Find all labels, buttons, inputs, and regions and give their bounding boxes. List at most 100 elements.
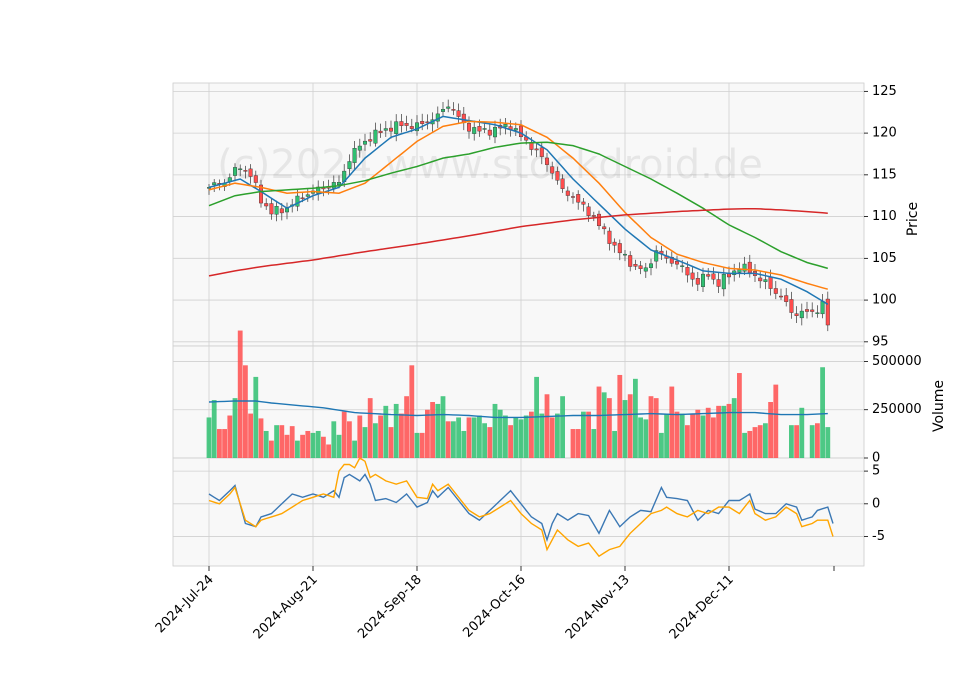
volume-bar	[575, 429, 581, 458]
candle-body	[352, 148, 357, 163]
volume-bar	[326, 444, 331, 458]
volume-bar	[737, 373, 742, 458]
candle-body	[555, 171, 560, 181]
candle-body	[487, 129, 492, 136]
volume-bar	[570, 429, 576, 458]
volume-bar	[757, 425, 763, 458]
candle-body	[378, 130, 383, 133]
candle-body	[519, 125, 524, 138]
candle-body	[451, 109, 456, 111]
candle-body	[742, 263, 747, 272]
volume-bar	[352, 440, 357, 458]
volume-bar	[726, 403, 732, 458]
volume-bar	[581, 411, 586, 458]
volume-bar	[482, 423, 487, 458]
volume-bar	[477, 415, 482, 458]
candle-body	[768, 276, 773, 289]
volume-bar	[617, 374, 623, 458]
volume-bars	[206, 330, 831, 458]
candle-body	[758, 277, 763, 282]
volume-bar	[747, 430, 753, 458]
candle-body	[513, 128, 518, 131]
volume-bar	[367, 398, 373, 458]
candle-body	[503, 124, 508, 128]
volume-bar	[383, 405, 389, 458]
candle-body	[680, 265, 685, 267]
volume-bar	[341, 411, 347, 458]
volume-bar	[237, 330, 243, 458]
volume-bar	[815, 423, 820, 458]
candle-body	[763, 279, 768, 282]
candle-body	[607, 230, 612, 244]
volume-bar	[315, 430, 321, 458]
volume-bar	[768, 402, 773, 458]
volume-bar	[419, 432, 425, 458]
candle-body	[638, 265, 643, 269]
volume-bar	[659, 432, 664, 458]
candle-body	[409, 126, 414, 129]
price-tick-label: 110	[872, 209, 897, 224]
candle-body	[695, 278, 700, 285]
candle-body	[675, 261, 680, 265]
volume-tick-label: 250000	[872, 402, 922, 417]
x-tick-label: 2024-Sep-18	[355, 572, 425, 642]
volume-bar	[612, 430, 617, 458]
candle-body	[337, 182, 342, 186]
volume-bar	[711, 417, 716, 458]
volume-bar	[560, 396, 565, 458]
candle-body	[737, 269, 742, 273]
volume-bar	[362, 427, 368, 458]
volume-bar	[414, 432, 420, 458]
x-tick-label: 2024-Nov-13	[563, 572, 633, 642]
volume-bar	[284, 434, 290, 458]
volume-bar	[289, 426, 295, 458]
candle-body	[805, 309, 810, 312]
candle-body	[789, 299, 794, 313]
candle-body	[825, 298, 830, 326]
candle-body	[685, 267, 690, 276]
volume-bar	[206, 417, 212, 458]
volume-bar	[513, 417, 519, 458]
candle-body	[643, 267, 648, 272]
volume-bar	[409, 365, 415, 458]
volume-bar	[716, 405, 721, 458]
candle-body	[295, 195, 300, 207]
candle-body	[669, 256, 674, 264]
price-moving-averages	[208, 115, 829, 305]
candle-body	[347, 161, 352, 169]
volume-bar	[586, 411, 591, 458]
volume-bar	[310, 432, 316, 458]
candle-body	[534, 148, 539, 151]
candle-body	[779, 295, 784, 298]
candle-body	[477, 126, 482, 132]
volume-bar	[549, 417, 555, 458]
x-tick-label: 2024-Jul-24	[153, 572, 217, 636]
candle-body	[550, 166, 555, 174]
volume-bar	[253, 376, 259, 458]
volume-bar	[763, 423, 768, 458]
volume-bar	[336, 434, 342, 458]
volume-bar	[373, 423, 378, 458]
volume-bar	[378, 415, 383, 458]
volume-bar	[503, 415, 508, 458]
candle-body	[238, 168, 243, 171]
candle-body	[212, 182, 217, 186]
candle-body	[467, 123, 472, 132]
candle-body	[300, 197, 305, 200]
volume-bar	[695, 409, 701, 458]
candle-body	[264, 203, 269, 207]
volume-moving-average	[208, 400, 828, 419]
volume-bar	[638, 417, 643, 458]
volume-bar	[399, 413, 404, 458]
candle-body	[446, 106, 451, 109]
volume-bar	[222, 429, 227, 458]
candle-body	[591, 215, 596, 217]
volume-bar	[523, 415, 529, 458]
ma_mid-line	[208, 120, 828, 290]
volume-bar	[466, 417, 472, 458]
price-tick-label: 100	[872, 293, 897, 308]
candle-body	[586, 206, 591, 216]
price-tick-label: 95	[872, 334, 889, 349]
candle-body	[810, 309, 815, 312]
